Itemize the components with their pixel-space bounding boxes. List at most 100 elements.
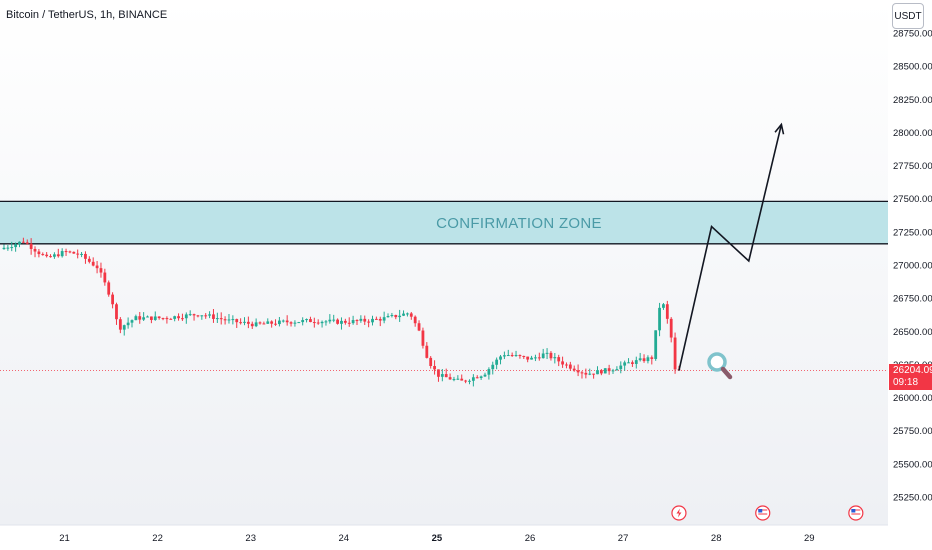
candle-body xyxy=(270,321,274,324)
candle-body xyxy=(518,355,522,357)
candle xyxy=(328,314,332,324)
candle xyxy=(596,366,599,375)
candle-body xyxy=(471,377,475,381)
chart-title: Bitcoin / TetherUS, 1h, BINANCE xyxy=(6,9,168,21)
candle-body xyxy=(328,319,332,322)
candle-body xyxy=(274,323,277,325)
candle-body xyxy=(565,364,568,366)
candle xyxy=(76,249,80,259)
candle-body xyxy=(107,282,111,295)
time-tick-label: 25 xyxy=(432,533,443,544)
candle-body xyxy=(359,318,363,321)
candle xyxy=(18,241,21,248)
candle xyxy=(374,316,378,320)
candle-body xyxy=(553,357,557,359)
candle xyxy=(278,316,281,327)
magnifier-icon[interactable] xyxy=(707,352,733,380)
candle xyxy=(243,317,246,326)
candle-body xyxy=(448,377,452,380)
confirmation-zone-band xyxy=(0,201,888,244)
candle xyxy=(134,314,138,321)
candle xyxy=(576,364,580,377)
candle xyxy=(84,251,87,264)
candle-body xyxy=(200,315,204,317)
time-tick-label: 26 xyxy=(525,533,536,544)
candle xyxy=(495,357,499,370)
candle-body xyxy=(530,357,533,360)
candle-body xyxy=(654,330,658,359)
candle-body xyxy=(60,251,64,257)
candle-body xyxy=(429,357,433,367)
time-axis[interactable]: 21 22 23 24 25 26 27 28 29 xyxy=(59,533,814,544)
candle xyxy=(456,375,460,380)
candle xyxy=(522,355,526,359)
candle xyxy=(235,318,239,328)
candle-body xyxy=(390,314,394,316)
candles-layer xyxy=(2,237,681,387)
candle-body xyxy=(623,362,627,366)
candle xyxy=(262,321,266,325)
candle xyxy=(250,321,254,329)
candle xyxy=(506,349,510,357)
plot-background xyxy=(0,0,888,525)
candle xyxy=(208,311,211,319)
price-tick-label: 26750.00 xyxy=(893,294,932,305)
candle xyxy=(526,356,530,363)
candle xyxy=(448,373,452,380)
candle xyxy=(188,310,192,317)
candle-body xyxy=(627,362,630,364)
candle xyxy=(537,352,541,361)
candle-body xyxy=(669,318,673,338)
candle xyxy=(142,312,146,322)
candle xyxy=(332,314,336,323)
candle xyxy=(281,319,285,323)
candle xyxy=(165,316,169,324)
candle-body xyxy=(374,318,378,320)
candle xyxy=(665,300,669,324)
candle xyxy=(561,356,564,368)
candle xyxy=(72,251,76,254)
candle xyxy=(312,317,316,328)
candle-body xyxy=(646,357,650,362)
candle-body xyxy=(87,258,91,262)
candle-body xyxy=(177,316,180,319)
candle-body xyxy=(568,364,572,369)
currency-button[interactable]: USDT xyxy=(892,3,924,29)
candle-body xyxy=(658,307,661,331)
candle xyxy=(487,367,491,380)
us-flag-event-icon[interactable] xyxy=(755,505,771,521)
candle-body xyxy=(246,321,250,324)
candle-body xyxy=(320,321,324,324)
candle-body xyxy=(603,368,607,374)
candle-body xyxy=(111,294,115,305)
candle-body xyxy=(394,314,398,318)
candle-body xyxy=(316,322,320,324)
candle xyxy=(68,250,72,254)
candle xyxy=(611,368,615,374)
lightning-event-icon[interactable] xyxy=(671,505,687,521)
candle-body xyxy=(312,322,316,324)
us-flag-event-icon[interactable] xyxy=(848,505,864,521)
candle xyxy=(87,256,91,264)
candle-body xyxy=(607,368,611,372)
candle-body xyxy=(437,369,440,377)
candle xyxy=(627,358,630,364)
candle-body xyxy=(510,355,514,357)
candle-body xyxy=(398,315,402,318)
candle-body xyxy=(49,256,52,258)
candle-body xyxy=(91,261,95,266)
candle xyxy=(173,315,177,322)
candle-body xyxy=(169,318,173,320)
candle-body xyxy=(662,304,665,308)
price-axis[interactable]: 28750.00 28500.00 28250.00 28000.00 27750.00… xyxy=(893,29,932,504)
candle xyxy=(378,316,382,327)
price-tick-label: 25500.00 xyxy=(893,459,932,470)
candle-body xyxy=(475,377,479,379)
candle-body xyxy=(305,319,308,321)
candle-body xyxy=(173,316,177,319)
candle xyxy=(514,350,518,357)
candle xyxy=(479,375,483,380)
candle xyxy=(603,368,607,374)
